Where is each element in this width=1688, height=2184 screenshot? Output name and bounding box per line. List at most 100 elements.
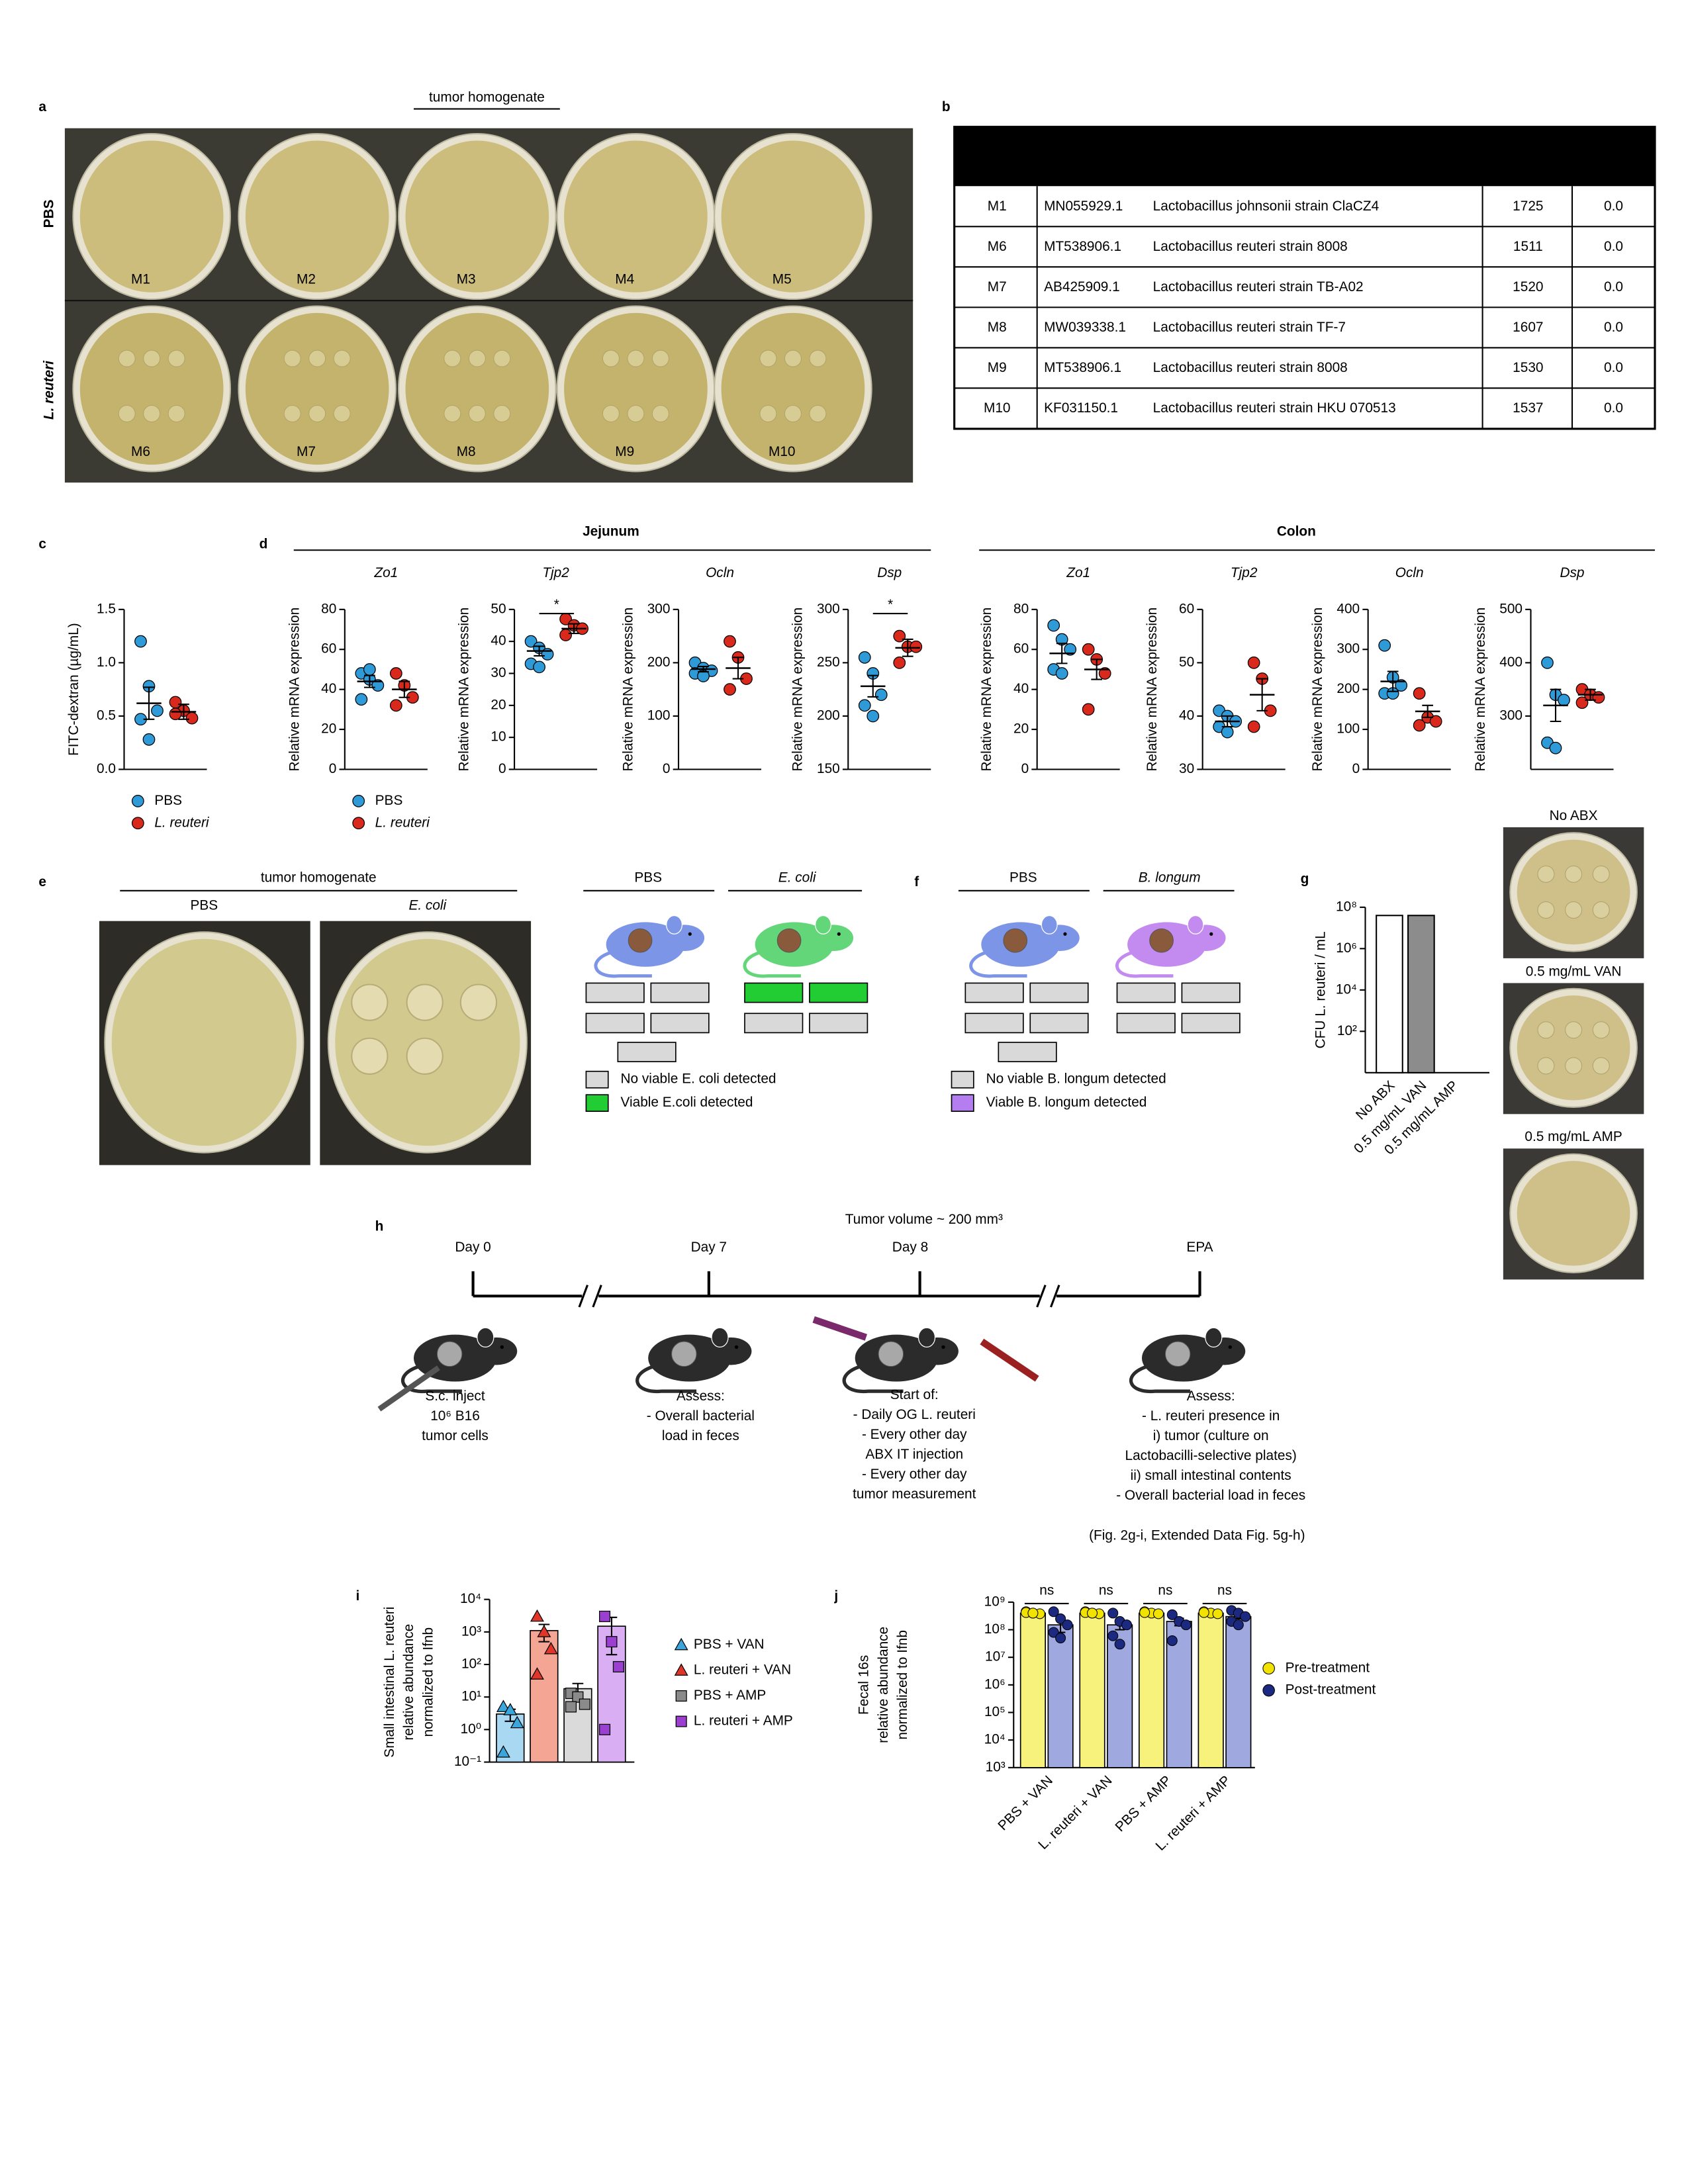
colony: [784, 349, 802, 367]
table-cell: 0.0: [1604, 360, 1623, 375]
legend-marker: [675, 1690, 687, 1702]
y-axis-label: Relative mRNA expression: [979, 608, 994, 772]
data-point: [537, 1625, 551, 1637]
data-point: [599, 1610, 611, 1622]
legend-label: Post-treatment: [1286, 1682, 1376, 1698]
legend-label: Pre-treatment: [1286, 1660, 1370, 1675]
data-point: [1413, 719, 1426, 732]
step-text: - Every other day: [862, 1427, 967, 1442]
table-cell: 1607: [1513, 320, 1543, 335]
data-point: [510, 1715, 524, 1729]
break-mark: [1050, 1285, 1060, 1308]
data-point: [858, 651, 871, 664]
legend-label: L. reuteri + VAN: [694, 1662, 791, 1677]
data-point: [151, 704, 164, 717]
syringe: [377, 1365, 440, 1412]
colony: [493, 404, 511, 423]
colony: [406, 1037, 444, 1075]
data-point: [1180, 1619, 1192, 1631]
table-cell: 1530: [1513, 360, 1543, 375]
data-point: [1413, 687, 1426, 700]
plate-label: M3: [457, 271, 476, 287]
annotation: *: [554, 597, 559, 612]
data-point: [874, 688, 888, 702]
plate-agar: [405, 140, 549, 293]
sample-box: [585, 982, 645, 1003]
group-title: Colon: [1277, 524, 1316, 539]
plate-agar: [79, 140, 224, 293]
panel-label: i: [356, 1588, 360, 1604]
table-cell: Lactobacillus reuteri strain 8008: [1153, 360, 1348, 375]
y-tick-label: 40: [491, 633, 506, 649]
chart-title: Dsp: [1560, 565, 1584, 580]
mouse-ear: [815, 915, 832, 934]
legend-marker: [1262, 1684, 1275, 1697]
y-tick-label: 10²: [1337, 1023, 1357, 1038]
mouse-tail: [635, 1365, 697, 1394]
y-tick-label: 80: [321, 601, 336, 616]
step-text: Lactobacilli-selective plates): [1125, 1448, 1297, 1463]
y-tick-label: 250: [817, 655, 840, 670]
panel-label: e: [38, 874, 46, 889]
y-axis-label: Relative mRNA expression: [1473, 608, 1488, 772]
y-tick-label: 400: [1499, 655, 1523, 670]
data-point: [1139, 1607, 1150, 1618]
step-text: load in feces: [662, 1428, 739, 1443]
y-tick-label: 300: [817, 601, 840, 616]
annotation: *: [888, 597, 893, 612]
data-point: [389, 667, 402, 680]
data-point: [142, 733, 156, 746]
y-tick-label: 30: [491, 665, 506, 680]
step-text: Start of:: [890, 1387, 939, 1402]
footnote: (Fig. 2g-i, Extended Data Fig. 5g-h): [1089, 1527, 1305, 1543]
bar: [1407, 915, 1435, 1073]
plate-label: M9: [615, 444, 634, 459]
chart-title: Dsp: [877, 565, 902, 580]
mouse-tumor: [436, 1341, 463, 1367]
y-tick-label: 40: [1013, 681, 1029, 696]
panel-label: b: [942, 99, 951, 114]
sample-box: [809, 1013, 868, 1034]
data-point: [910, 640, 923, 653]
legend-label: No viable E. coli detected: [621, 1071, 776, 1087]
legend-swatch: [951, 1094, 974, 1112]
data-point: [1027, 1608, 1039, 1619]
mouse-eye: [500, 1345, 504, 1349]
data-point: [1378, 639, 1391, 652]
data-point: [1048, 1606, 1059, 1617]
y-tick-label: 10⁴: [460, 1591, 481, 1606]
data-point: [1233, 1619, 1244, 1631]
colony: [651, 404, 669, 423]
table-cell: 1537: [1513, 400, 1543, 416]
data-point: [724, 635, 736, 648]
plate-agar: [405, 312, 549, 465]
sample-box: [650, 982, 710, 1003]
step-text: i) tumor (culture on: [1153, 1428, 1269, 1443]
y-tick-label: 50: [1179, 655, 1194, 670]
chart-title: Zo1: [1066, 565, 1090, 580]
y-axis-label: relative abundance: [401, 1624, 416, 1741]
y-tick-label: 1.5: [97, 601, 116, 616]
mouse-tail: [969, 950, 1027, 978]
table-cell: M10: [984, 400, 1011, 416]
day-label: Day 8: [892, 1240, 928, 1255]
day-label: EPA: [1186, 1240, 1213, 1255]
table-cell: M1: [988, 199, 1007, 214]
legend-label: Viable B. longum detected: [986, 1095, 1147, 1110]
mouse-tumor: [1149, 928, 1174, 953]
colony: [784, 404, 802, 423]
data-point: [559, 629, 572, 641]
data-point: [1592, 691, 1605, 704]
y-axis-label: normalized to Ifnb: [895, 1630, 910, 1740]
y-axis-label: relative abundance: [876, 1627, 891, 1743]
data-point: [1055, 667, 1068, 680]
annotation: ns: [1039, 1583, 1054, 1598]
data-point: [503, 1703, 518, 1715]
data-point: [1152, 1608, 1164, 1619]
y-tick-label: 400: [1336, 601, 1360, 616]
y-tick-label: 10⁹: [984, 1594, 1006, 1609]
sample-box: [585, 1013, 645, 1034]
y-tick-label: 40: [1179, 707, 1194, 723]
table-header: 16S rDNA sequences producing significant…: [1043, 154, 1401, 169]
y-tick-label: 0: [663, 761, 671, 776]
